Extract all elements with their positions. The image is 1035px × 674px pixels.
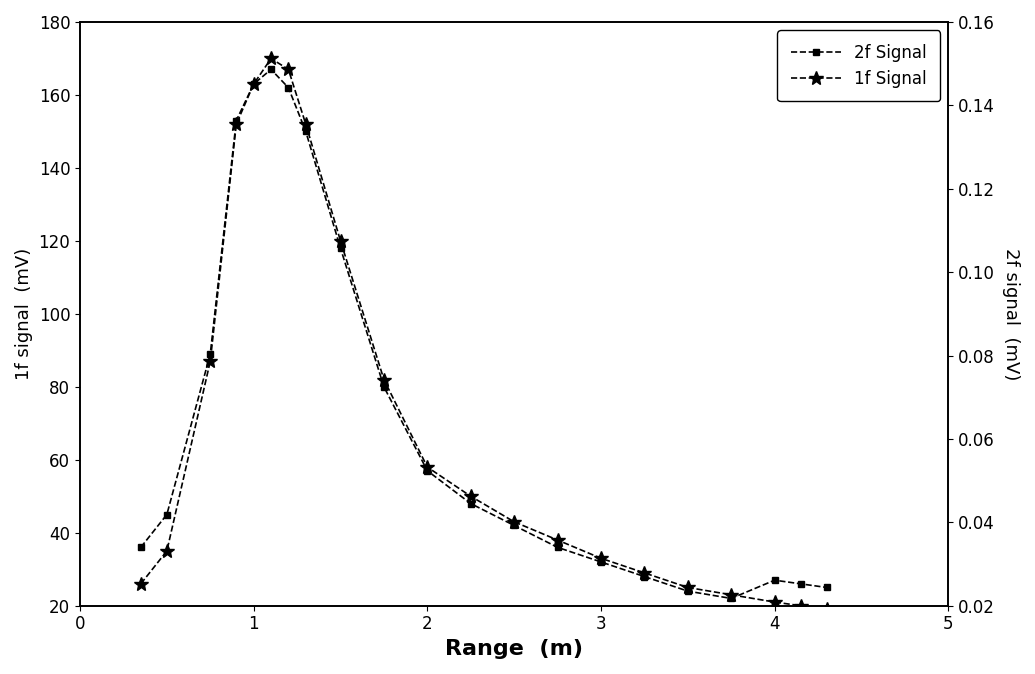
1f Signal (299, 120, 312, 128)
2f Signal (247, 80, 260, 88)
1f Signal (724, 590, 737, 599)
2f Signal (768, 576, 780, 584)
1f Signal (768, 598, 780, 606)
1f Signal (595, 554, 608, 562)
1f Signal (230, 120, 242, 128)
Y-axis label: 2f signal  (mV): 2f signal (mV) (1002, 247, 1021, 380)
2f Signal (682, 587, 694, 595)
Line: 1f Signal: 1f Signal (134, 51, 833, 616)
2f Signal (265, 65, 277, 73)
2f Signal (160, 510, 173, 518)
Y-axis label: 1f signal  (mV): 1f signal (mV) (14, 248, 33, 380)
2f Signal (135, 543, 147, 551)
2f Signal (795, 580, 807, 588)
1f Signal (160, 547, 173, 555)
Line: 2f Signal: 2f Signal (138, 66, 830, 602)
2f Signal (283, 84, 295, 92)
1f Signal (465, 492, 477, 500)
2f Signal (552, 543, 564, 551)
1f Signal (795, 602, 807, 610)
1f Signal (334, 237, 347, 245)
2f Signal (465, 499, 477, 508)
2f Signal (595, 558, 608, 566)
1f Signal (508, 518, 521, 526)
1f Signal (135, 580, 147, 588)
1f Signal (378, 375, 390, 384)
X-axis label: Range  (m): Range (m) (445, 639, 583, 659)
1f Signal (552, 536, 564, 544)
2f Signal (639, 572, 651, 580)
2f Signal (299, 127, 312, 135)
1f Signal (821, 605, 833, 613)
1f Signal (682, 584, 694, 592)
2f Signal (230, 117, 242, 125)
2f Signal (334, 244, 347, 252)
1f Signal (265, 55, 277, 63)
1f Signal (421, 463, 434, 471)
2f Signal (378, 383, 390, 391)
2f Signal (821, 584, 833, 592)
1f Signal (204, 357, 216, 365)
2f Signal (421, 466, 434, 474)
1f Signal (247, 80, 260, 88)
1f Signal (283, 65, 295, 73)
2f Signal (204, 350, 216, 358)
2f Signal (724, 594, 737, 603)
Legend: 2f Signal, 1f Signal: 2f Signal, 1f Signal (777, 30, 940, 101)
1f Signal (639, 569, 651, 577)
2f Signal (508, 522, 521, 530)
